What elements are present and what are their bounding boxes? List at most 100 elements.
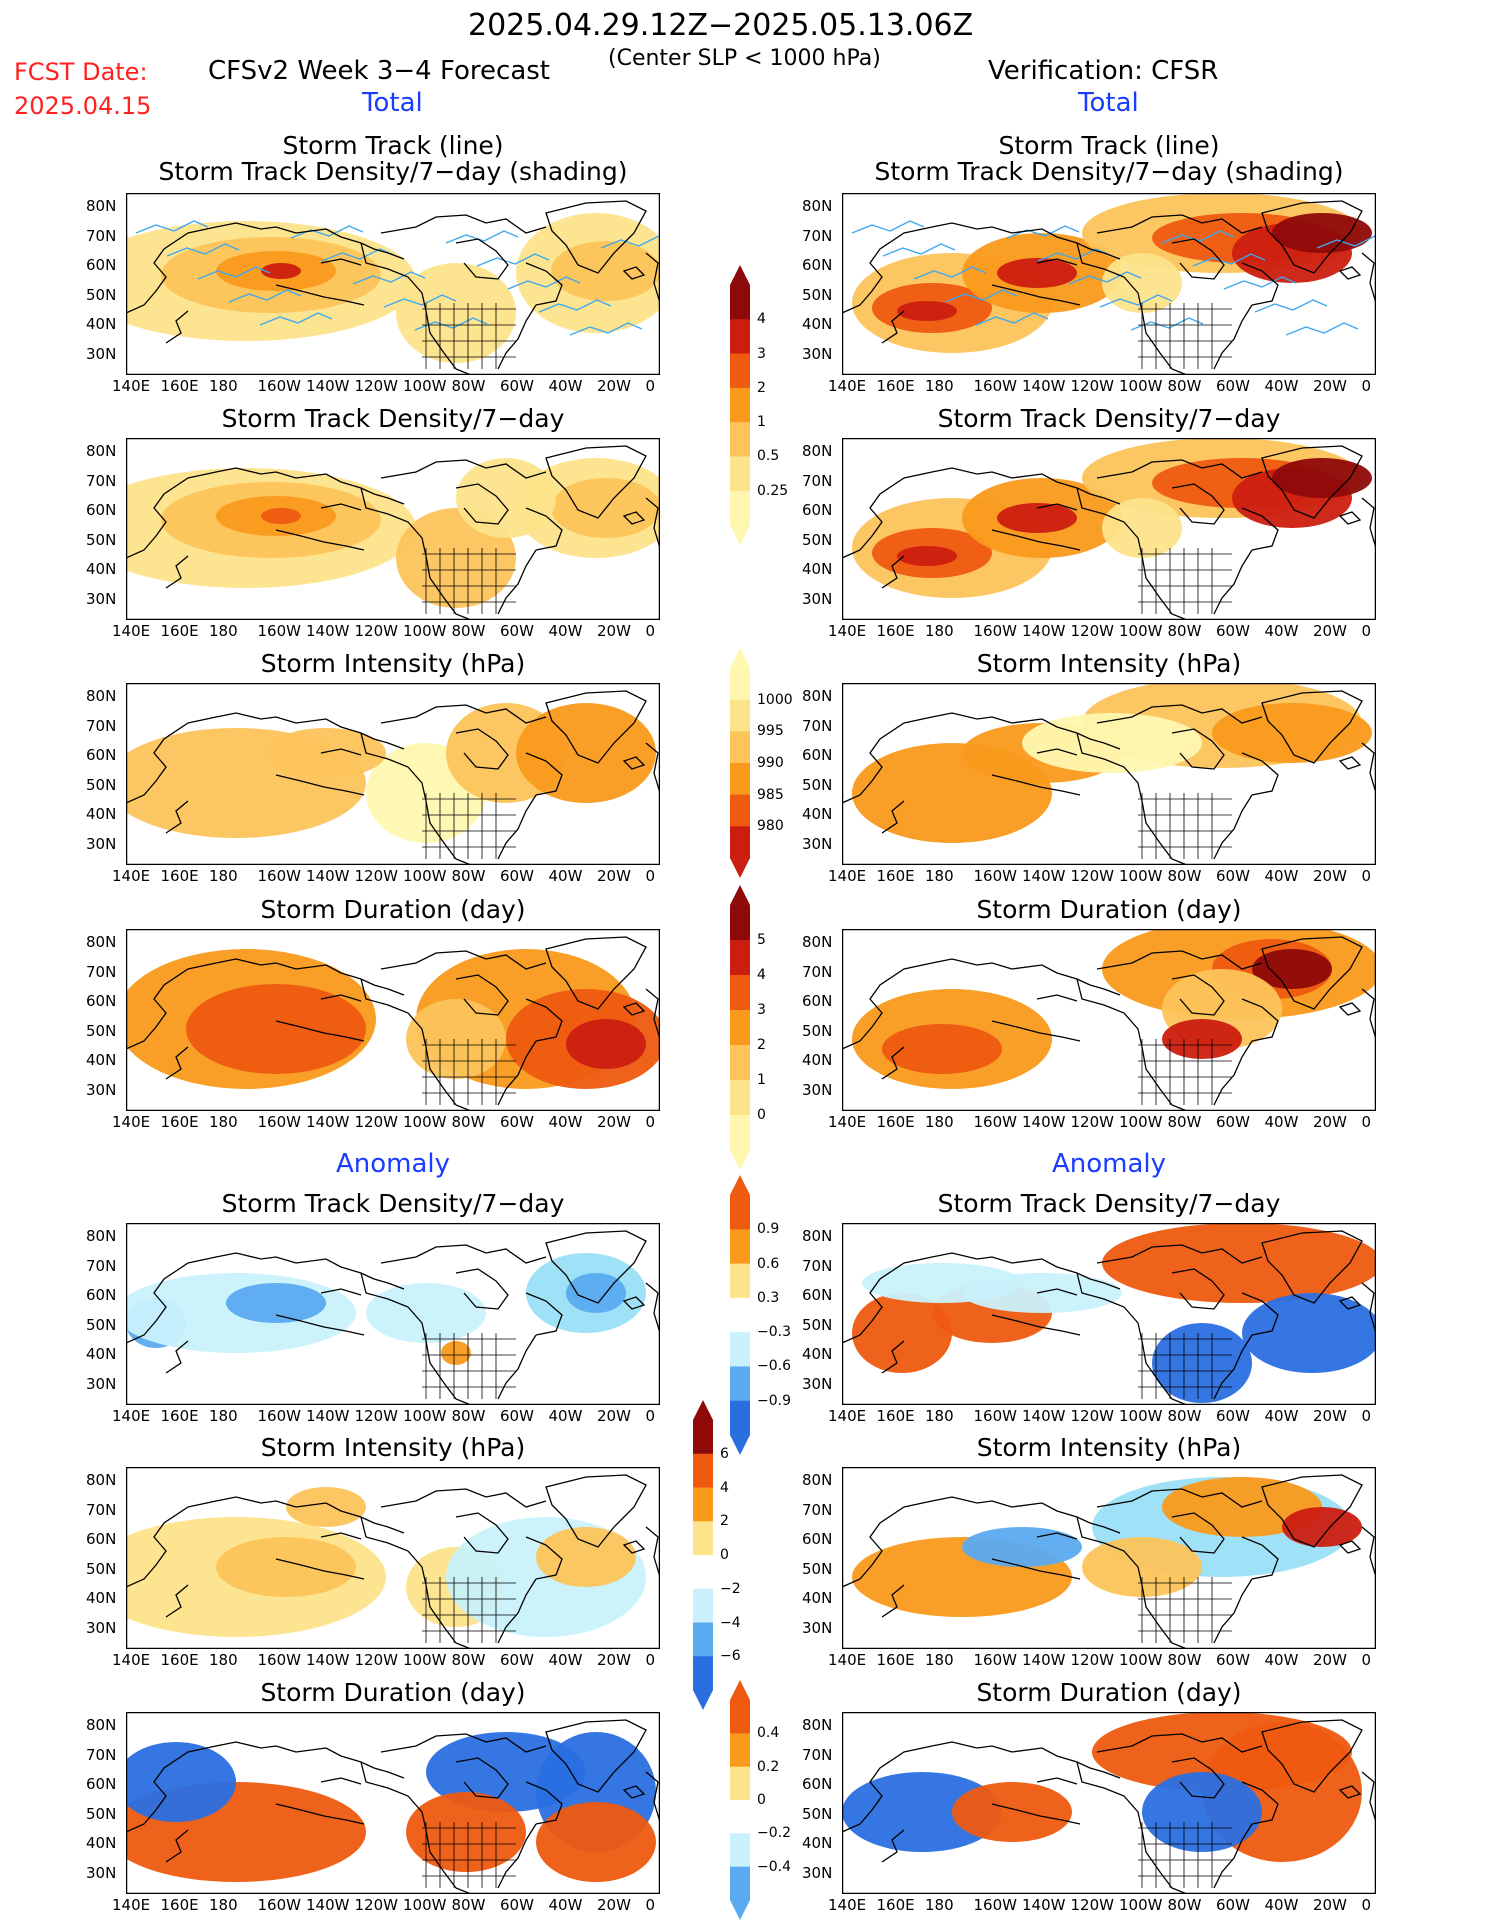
lat-tick: 30N	[802, 1863, 833, 1882]
lon-tick: 60W	[1216, 867, 1250, 885]
colorbar-label: 0.2	[757, 1758, 780, 1775]
lat-tick: 30N	[86, 589, 117, 608]
lon-tick: 120W	[354, 1407, 398, 1425]
panel-title-intensity: Storm Intensity (hPa)	[260, 1433, 526, 1462]
lon-tick: 80W	[1167, 867, 1202, 885]
lon-tick: 180	[925, 1651, 954, 1669]
lon-tick: 180	[209, 622, 238, 640]
lon-tick: 20W	[1313, 1651, 1347, 1669]
lon-tick: 120W	[1070, 1113, 1114, 1131]
fcst-date-label: FCST Date:	[14, 58, 148, 86]
lon-tick: 20W	[1313, 1407, 1347, 1425]
slp-criterion: (Center SLP < 1000 hPa)	[608, 46, 881, 71]
lon-tick: 60W	[1216, 1407, 1250, 1425]
lat-tick: 60N	[802, 1286, 833, 1304]
lat-tick: 30N	[86, 1863, 117, 1882]
lon-tick: 100W	[403, 1896, 447, 1914]
lon-tick: 0	[1361, 1651, 1372, 1669]
lon-tick: 20W	[1313, 622, 1347, 640]
lat-tick: 70N	[802, 1256, 833, 1275]
lon-tick: 100W	[403, 1113, 447, 1131]
map-panel-r5-c1	[842, 1467, 1376, 1649]
lon-tick: 140W	[306, 1407, 350, 1425]
lon-tick: 40W	[1264, 867, 1299, 885]
lat-tick: 30N	[802, 589, 833, 608]
lon-tick: 180	[925, 1113, 954, 1131]
lon-tick: 100W	[1119, 377, 1163, 395]
lon-tick: 160W	[257, 622, 301, 640]
lat-tick: 70N	[802, 226, 833, 245]
colorbar-intensity-total	[730, 648, 750, 878]
colorbar-label: 0	[757, 1107, 766, 1123]
left-anomaly-label: Anomaly	[336, 1149, 451, 1179]
lon-tick: 160W	[973, 1407, 1017, 1425]
lat-tick: 70N	[802, 962, 833, 981]
lat-tick: 60N	[86, 1286, 117, 1304]
lon-tick: 140E	[112, 1407, 151, 1425]
lat-tick: 30N	[802, 834, 833, 853]
map-panel-r2-c0	[126, 683, 660, 865]
lon-tick: 40W	[1264, 1651, 1299, 1669]
lat-tick: 50N	[802, 1559, 833, 1578]
lat-tick: 40N	[86, 560, 117, 578]
lat-tick: 50N	[86, 1021, 117, 1040]
lon-tick: 160W	[257, 1407, 301, 1425]
lon-tick: 140W	[306, 1896, 350, 1914]
lon-tick: 140W	[1022, 1896, 1066, 1914]
colorbar-label: 0.6	[757, 1255, 780, 1272]
lon-tick: 60W	[1216, 1896, 1250, 1914]
lon-tick: 40W	[548, 867, 583, 885]
lon-tick: 40W	[1264, 1896, 1299, 1914]
lat-tick: 30N	[802, 1080, 833, 1099]
lon-tick: 40W	[548, 622, 583, 640]
lat-tick: 70N	[86, 226, 117, 245]
lat-tick: 80N	[802, 197, 833, 215]
lon-tick: 80W	[451, 1651, 486, 1669]
lon-tick: 180	[209, 1651, 238, 1669]
lon-tick: 80W	[1167, 1407, 1202, 1425]
colorbar-label: 0.3	[757, 1289, 780, 1306]
lat-tick: 80N	[86, 1716, 117, 1734]
lon-tick: 140W	[1022, 1407, 1066, 1425]
lat-tick: 40N	[86, 1051, 117, 1069]
lat-tick: 50N	[86, 1559, 117, 1578]
lat-tick: 60N	[802, 256, 833, 274]
lon-tick: 100W	[1119, 1651, 1163, 1669]
lat-tick: 40N	[86, 1345, 117, 1363]
lon-tick: 140W	[1022, 1651, 1066, 1669]
lon-tick: 120W	[354, 622, 398, 640]
lon-tick: 140E	[828, 622, 867, 640]
lon-tick: 120W	[1070, 1896, 1114, 1914]
colorbar-label: 1	[757, 1072, 766, 1088]
lon-tick: 160W	[973, 1651, 1017, 1669]
panel-title-duration: Storm Duration (day)	[976, 1678, 1242, 1707]
lon-tick: 180	[925, 377, 954, 395]
lat-tick: 40N	[802, 1051, 833, 1069]
panel-title-track-shading: Storm Track Density/7−day (shading)	[874, 157, 1344, 186]
colorbar-duration-total	[730, 885, 750, 1170]
lat-tick: 60N	[86, 501, 117, 519]
lat-tick: 80N	[86, 1227, 117, 1245]
colorbar-label: 3	[757, 345, 766, 362]
lon-tick: 60W	[1216, 622, 1250, 640]
lon-tick: 120W	[1070, 1407, 1114, 1425]
lon-tick: 100W	[1119, 622, 1163, 640]
lon-tick: 0	[645, 1407, 656, 1425]
lon-tick: 160W	[973, 1896, 1017, 1914]
lon-tick: 80W	[1167, 1651, 1202, 1669]
lon-tick: 20W	[1313, 377, 1347, 395]
lat-tick: 50N	[86, 530, 117, 549]
lon-tick: 160E	[160, 1407, 199, 1425]
panel-title-intensity: Storm Intensity (hPa)	[976, 649, 1242, 678]
lat-tick: 60N	[802, 1775, 833, 1793]
lon-tick: 160W	[973, 1113, 1017, 1131]
map-panel-r4-c1	[842, 1223, 1376, 1405]
lon-tick: 120W	[354, 867, 398, 885]
right-total-label: Total	[1078, 88, 1139, 118]
lon-tick: 20W	[1313, 1896, 1347, 1914]
colorbar-label: −0.6	[757, 1358, 791, 1375]
lat-tick: 50N	[802, 285, 833, 304]
lon-tick: 160E	[876, 1651, 915, 1669]
panel-title-duration: Storm Duration (day)	[260, 895, 526, 924]
lon-tick: 60W	[500, 377, 534, 395]
